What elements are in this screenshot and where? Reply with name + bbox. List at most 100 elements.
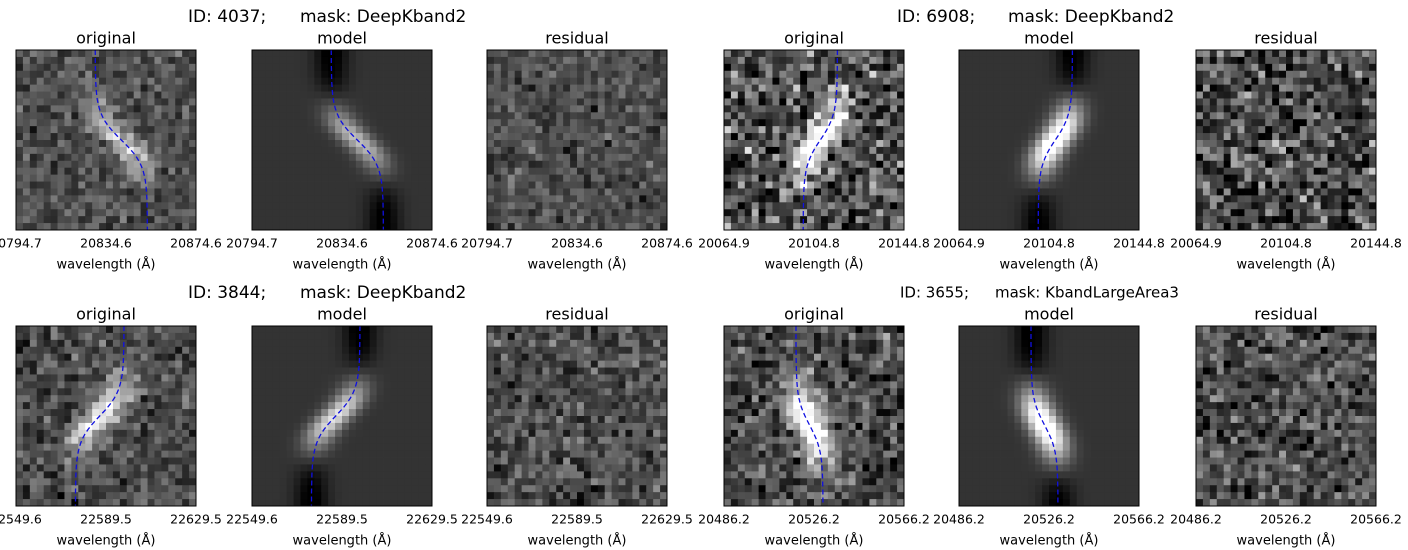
pixel bbox=[1062, 98, 1071, 106]
pixel bbox=[897, 188, 905, 196]
pixel bbox=[1097, 202, 1105, 210]
pixel bbox=[342, 223, 350, 231]
pixel bbox=[64, 105, 72, 113]
pixel bbox=[279, 339, 288, 348]
pixel bbox=[528, 146, 536, 155]
pixel bbox=[814, 146, 822, 155]
pixel bbox=[92, 126, 100, 134]
pixel bbox=[328, 181, 336, 189]
pixel bbox=[1083, 209, 1091, 217]
pixel bbox=[112, 416, 121, 424]
pixel bbox=[425, 98, 433, 106]
pixel bbox=[979, 105, 988, 113]
pixel bbox=[653, 119, 661, 127]
pixel bbox=[570, 91, 578, 99]
pixel bbox=[1299, 91, 1308, 99]
pixel bbox=[1272, 146, 1280, 155]
pixel bbox=[397, 140, 405, 148]
pixel bbox=[293, 84, 301, 92]
pixel bbox=[1202, 91, 1211, 99]
pixel bbox=[583, 181, 592, 189]
pixel bbox=[43, 140, 52, 148]
pixel bbox=[1202, 146, 1211, 155]
pixel bbox=[1299, 50, 1308, 58]
pixel bbox=[168, 326, 176, 334]
pixel bbox=[1196, 174, 1204, 182]
pixel bbox=[140, 209, 148, 217]
pixel bbox=[355, 216, 364, 224]
pixel bbox=[140, 388, 148, 396]
pixel bbox=[140, 402, 148, 410]
pixel bbox=[106, 402, 114, 410]
pixel bbox=[78, 146, 86, 155]
pixel bbox=[154, 209, 162, 217]
pixel bbox=[175, 202, 183, 210]
pixel bbox=[841, 160, 850, 169]
pixel bbox=[1104, 133, 1112, 141]
pixel bbox=[404, 209, 412, 217]
pixel bbox=[1021, 119, 1029, 127]
pixel bbox=[890, 216, 898, 224]
pixel bbox=[342, 209, 350, 217]
pixel bbox=[876, 202, 884, 210]
pixel bbox=[1237, 112, 1245, 120]
pixel bbox=[724, 126, 732, 134]
pixel bbox=[328, 360, 336, 368]
pixel bbox=[425, 223, 433, 231]
pixel bbox=[793, 202, 801, 210]
pixel bbox=[133, 367, 142, 375]
pixel bbox=[348, 91, 357, 99]
pixel bbox=[362, 133, 371, 141]
pixel bbox=[1258, 209, 1266, 217]
pixel bbox=[307, 174, 315, 182]
pixel bbox=[168, 499, 176, 507]
pixel bbox=[1265, 146, 1273, 155]
pixel bbox=[140, 457, 148, 465]
pixel bbox=[556, 195, 564, 203]
pixel bbox=[1069, 105, 1078, 113]
pixel bbox=[182, 160, 190, 169]
pixel bbox=[1069, 133, 1078, 141]
pixel bbox=[335, 70, 343, 79]
pixel bbox=[646, 50, 654, 58]
pixel bbox=[834, 98, 843, 106]
pixel bbox=[660, 160, 668, 169]
pixel bbox=[1007, 223, 1015, 231]
pixel bbox=[993, 188, 1001, 196]
pixel bbox=[1313, 181, 1322, 189]
pixel bbox=[321, 188, 329, 196]
pixel bbox=[660, 216, 668, 224]
pixel bbox=[758, 91, 766, 99]
pixel bbox=[779, 202, 787, 210]
pixel bbox=[78, 353, 86, 362]
pixel bbox=[71, 140, 79, 148]
pixel bbox=[335, 216, 343, 224]
pixel bbox=[993, 63, 1001, 72]
pixel bbox=[1362, 112, 1370, 120]
pixel bbox=[542, 209, 550, 217]
pixel bbox=[1279, 153, 1287, 162]
pixel bbox=[972, 56, 981, 65]
pixel bbox=[1196, 112, 1204, 120]
pixel bbox=[154, 360, 162, 368]
pixel bbox=[1313, 174, 1322, 182]
pixel bbox=[1279, 202, 1287, 210]
pixel bbox=[807, 174, 815, 182]
pixel bbox=[1062, 70, 1071, 79]
pixel bbox=[252, 50, 260, 58]
pixel bbox=[43, 77, 52, 86]
pixel bbox=[335, 367, 343, 375]
pixel bbox=[258, 56, 267, 65]
pixel bbox=[820, 216, 829, 224]
pixel bbox=[189, 332, 197, 341]
pixel bbox=[625, 112, 633, 120]
pixel bbox=[369, 188, 378, 196]
pixel bbox=[355, 353, 364, 362]
pixel bbox=[126, 422, 135, 431]
pixel bbox=[376, 374, 384, 382]
pixel bbox=[590, 209, 599, 217]
pixel bbox=[189, 326, 197, 334]
pixel bbox=[1272, 98, 1280, 106]
pixel bbox=[1104, 112, 1112, 120]
pixel bbox=[660, 84, 668, 92]
